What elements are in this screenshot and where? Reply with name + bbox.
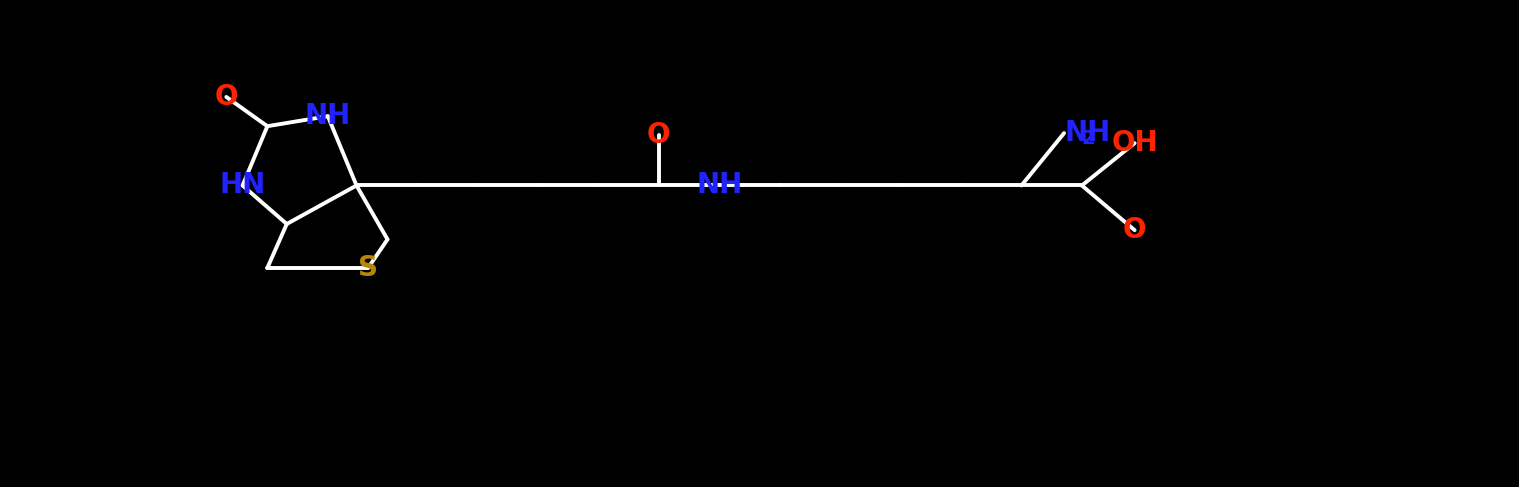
Text: O: O: [647, 121, 670, 150]
Text: NH: NH: [1065, 119, 1110, 147]
Text: OH: OH: [1112, 129, 1157, 157]
Text: NH: NH: [305, 102, 351, 130]
Text: 2: 2: [1082, 129, 1095, 148]
Text: NH: NH: [696, 171, 743, 200]
Text: O: O: [214, 83, 238, 111]
Text: O: O: [1123, 216, 1147, 244]
Text: HN: HN: [219, 171, 266, 200]
Text: S: S: [358, 254, 378, 282]
